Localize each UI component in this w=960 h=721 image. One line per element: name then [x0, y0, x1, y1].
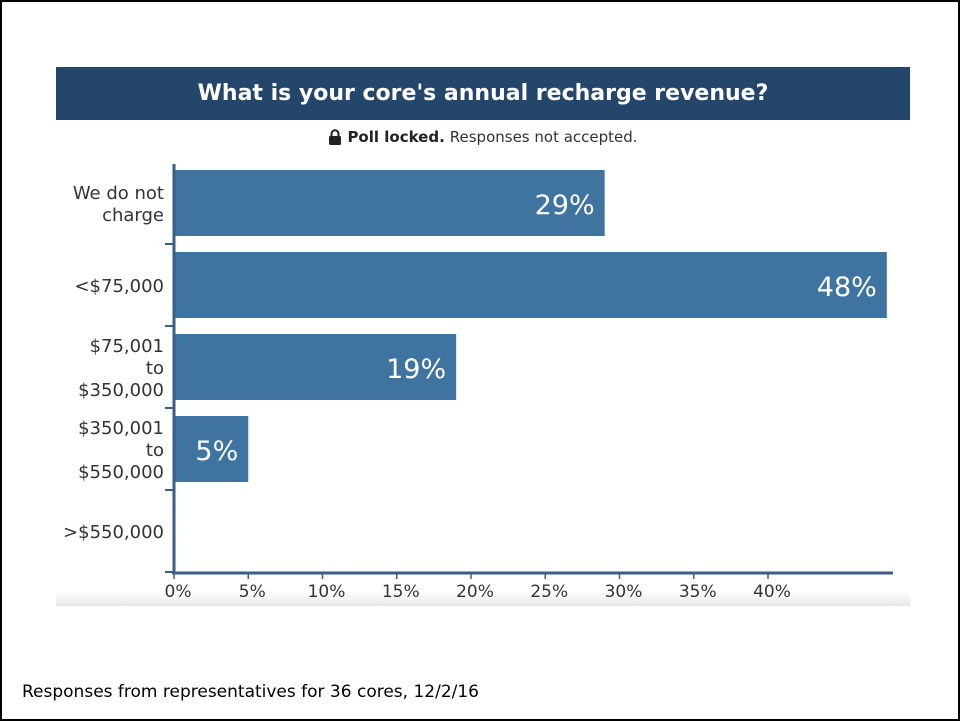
category-label: $550,000 [78, 462, 164, 483]
category-label: >$550,000 [63, 522, 164, 543]
bar [174, 170, 605, 236]
footer-note: Responses from representatives for 36 co… [22, 682, 479, 702]
category-label: <$75,000 [74, 276, 164, 297]
x-tick-label: 30% [605, 582, 643, 602]
x-tick-label: 10% [308, 582, 346, 602]
category-label: to [146, 358, 164, 379]
bar-value-label: 19% [386, 354, 446, 385]
axis-shadow [56, 592, 910, 606]
x-tick-label: 5% [239, 582, 266, 602]
poll-locked-text: Responses not accepted. [449, 128, 638, 146]
category-label: to [146, 440, 164, 461]
bar [174, 416, 249, 482]
category-label: We do not [73, 183, 164, 204]
x-tick-label: 20% [456, 582, 494, 602]
x-tick-label: 0% [165, 582, 192, 602]
x-tick-label: 35% [679, 582, 717, 602]
bar-value-label: 5% [195, 436, 238, 467]
category-label: $75,001 [90, 336, 164, 357]
category-label: $350,000 [78, 380, 164, 401]
lock-icon [329, 129, 342, 145]
category-label: $350,001 [78, 418, 164, 439]
poll-title: What is your core's annual recharge reve… [56, 67, 910, 120]
poll-status: Poll locked. Responses not accepted. [56, 128, 910, 146]
x-tick-label: 40% [753, 582, 791, 602]
bar-value-label: 29% [535, 190, 595, 221]
x-tick-label: 15% [382, 582, 420, 602]
poll-locked-label: Poll locked. [347, 128, 445, 146]
bar [174, 252, 887, 318]
bar-value-label: 48% [817, 272, 877, 303]
category-label: charge [102, 205, 164, 226]
x-tick-label: 25% [530, 582, 568, 602]
bar [174, 334, 457, 400]
